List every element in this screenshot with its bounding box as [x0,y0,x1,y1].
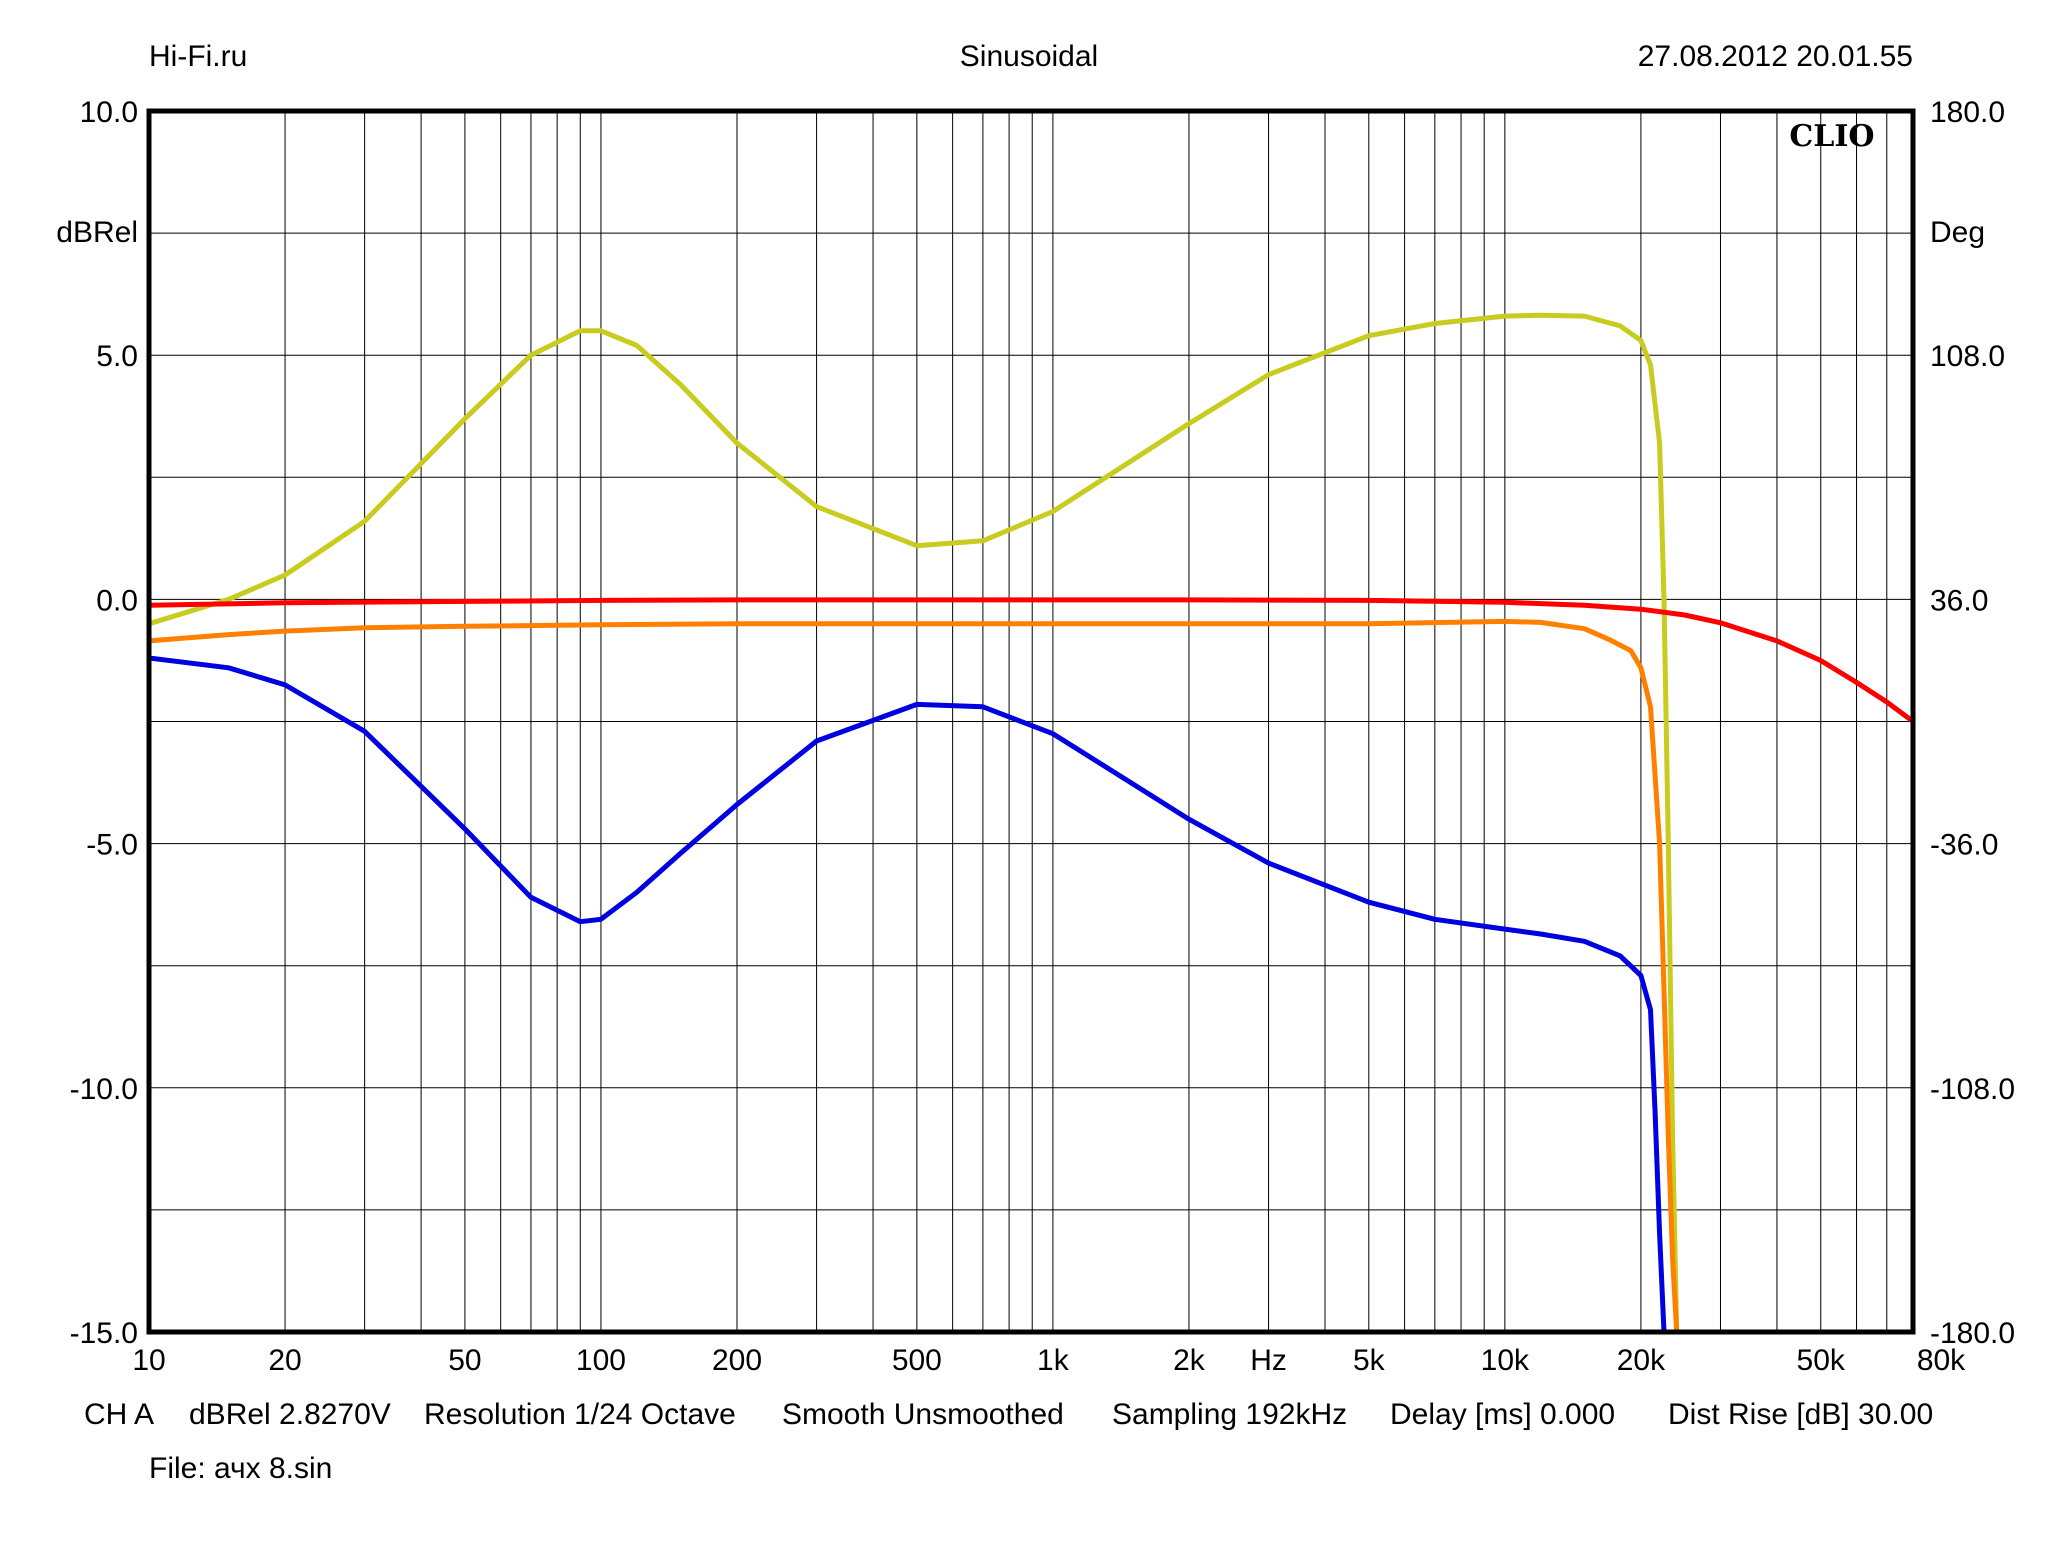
y2-tick-label: 180.0 [1930,96,2005,129]
footer-settings: CH A dBRel 2.8270V Resolution 1/24 Octave S… [84,1398,1933,1431]
y-axis-label: dBRel [56,216,138,249]
file-name: File: ачх 8.sin [149,1452,332,1485]
y2-tick-label: -180.0 [1930,1317,2015,1350]
x-tick-label: 50k [1797,1344,1846,1377]
x-tick-label: 1k [1037,1344,1070,1377]
series-line-4 [149,655,1667,1332]
y2-tick-label: -108.0 [1930,1073,2015,1106]
header-timestamp: 27.08.2012 20.01.55 [1638,40,1913,73]
x-tick-label: 5k [1353,1344,1386,1377]
footer-setting-3: Resolution 1/24 Octave [424,1398,736,1431]
footer-setting-2: dBRel 2.8270V [189,1398,391,1431]
y2-axis-label: Deg [1930,216,1985,249]
x-tick-label: 10k [1481,1344,1530,1377]
footer-setting-1: CH A [84,1398,154,1431]
y2-tick-label: 36.0 [1930,584,1988,617]
x-tick-label: 20 [268,1344,301,1377]
x-tick-label: 80k [1917,1344,1966,1377]
x-tick-label: 500 [892,1344,942,1377]
x-tick-label: 20k [1617,1344,1666,1377]
x-tick-label: 2k [1173,1344,1206,1377]
clio-brand-label: CLIO [1789,119,1874,154]
footer-setting-4: Smooth Unsmoothed [782,1398,1064,1431]
y-tick-label: 10.0 [80,96,138,129]
footer-setting-6: Delay [ms] 0.000 [1390,1398,1615,1431]
axis-ticks: 10 20 50 100 200 500 1k 2k 5k 10k 20k 50k 80k Hz 10.0 5… [70,96,2015,1377]
series-line-1 [149,312,1680,1332]
y-tick-label: -5.0 [86,829,138,862]
x-tick-label: 50 [448,1344,481,1377]
y2-tick-label: 108.0 [1930,340,2005,373]
y2-tick-label: -36.0 [1930,829,1998,862]
y-tick-label: 0.0 [96,584,138,617]
footer-setting-5: Sampling 192kHz [1112,1398,1347,1431]
header-left: Hi-Fi.ru [149,40,247,73]
footer-setting-7: Dist Rise [dB] 30.00 [1668,1398,1933,1431]
grid-layer [149,111,1913,1332]
x-tick-label: 200 [712,1344,762,1377]
x-unit-label: Hz [1250,1344,1287,1377]
y-tick-label: 5.0 [96,340,138,373]
chart-title: Sinusoidal [960,40,1098,73]
series-line-2 [149,597,1913,724]
x-tick-label: 100 [576,1344,626,1377]
plot-frame [146,108,1916,1335]
x-tick-label: 10 [132,1344,165,1377]
y-tick-label: -10.0 [70,1073,138,1106]
series-line-3 [149,618,1680,1332]
y-tick-label: -15.0 [70,1317,138,1350]
series-layer [149,312,1913,1332]
plot-border [146,108,1916,1335]
